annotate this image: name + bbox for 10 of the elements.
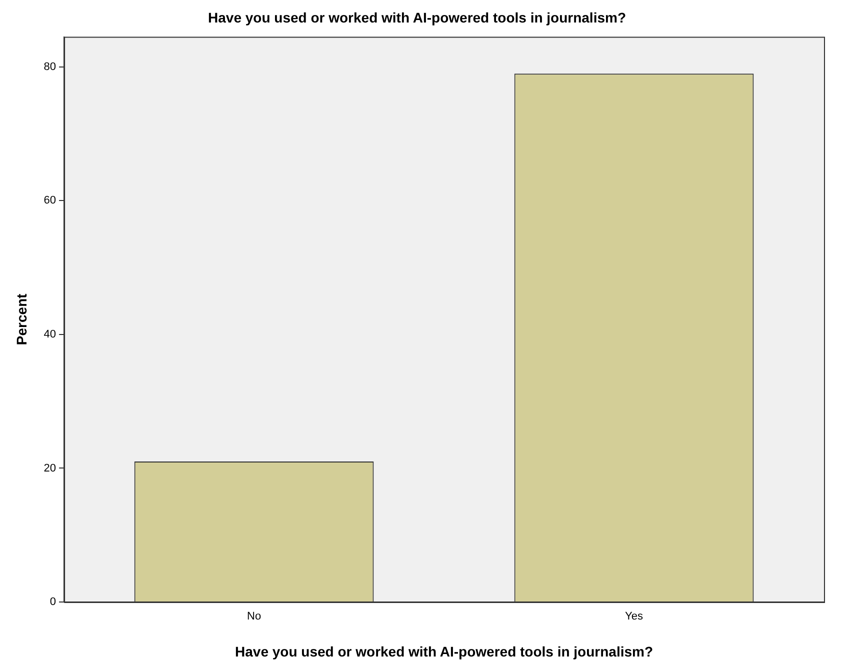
y-tick-label: 40 — [44, 328, 56, 340]
chart-title: Have you used or worked with AI-powered tools in journalism? — [208, 9, 626, 26]
y-tick-label: 60 — [44, 194, 56, 207]
y-tick-label: 0 — [50, 596, 56, 608]
y-tick-label: 20 — [44, 462, 56, 474]
x-axis-title: Have you used or worked with AI-powered tools in journalism? — [235, 643, 654, 660]
x-tick-label: Yes — [625, 610, 644, 623]
x-tick-label: No — [246, 610, 262, 623]
y-tick-label: 80 — [44, 60, 56, 73]
y-axis-title: Percent — [13, 293, 30, 346]
